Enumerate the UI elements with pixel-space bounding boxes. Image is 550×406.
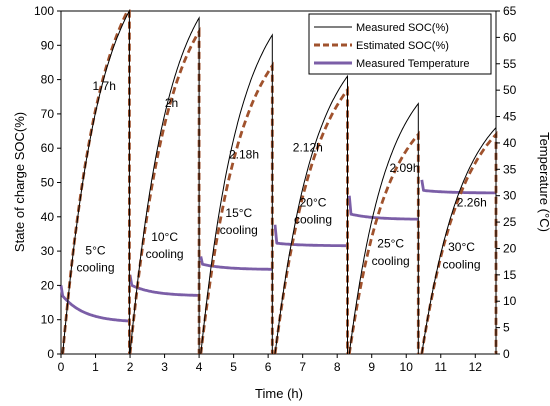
annotation-dur4: 2.12h <box>293 141 323 155</box>
y2-tick-label: 20 <box>503 241 517 255</box>
annotation-c5b: cooling <box>372 254 410 268</box>
annotation-c3a: 15°C <box>225 206 252 220</box>
y2-tick-label: 0 <box>503 347 510 361</box>
measured-soc-segment-1 <box>62 9 130 355</box>
x-tick-label: 6 <box>265 360 272 374</box>
y-tick-label: 70 <box>41 107 55 121</box>
annotation-c3b: cooling <box>220 223 258 237</box>
y2-tick-label: 40 <box>503 136 517 150</box>
annotation-dur5: 2.09h <box>389 161 419 175</box>
temperature-segment-4 <box>273 224 348 248</box>
x-tick-label: 4 <box>196 360 203 374</box>
measured-soc-segment-2 <box>129 16 200 355</box>
y-tick-label: 40 <box>41 210 55 224</box>
y2-tick-label: 30 <box>503 189 517 203</box>
x-tick-label: 0 <box>58 360 65 374</box>
y-tick-label: 100 <box>34 4 54 18</box>
legend-label-estimated-soc: Estimated SOC(%) <box>356 40 449 52</box>
y2-tick-label: 10 <box>503 294 517 308</box>
x-tick-label: 8 <box>334 360 341 374</box>
annotation-c1b: cooling <box>76 261 114 275</box>
annotation-c5a: 25°C <box>377 237 404 251</box>
y2-tick-label: 45 <box>503 110 517 124</box>
y2-tick-label: 60 <box>503 30 517 44</box>
measured-soc-segment-3 <box>200 33 273 355</box>
legend-label-measured-soc: Measured SOC(%) <box>356 22 449 34</box>
y2-tick-label: 65 <box>503 4 517 18</box>
y-tick-label: 10 <box>41 313 55 327</box>
annotation-c2b: cooling <box>146 247 184 261</box>
annotation-c6a: 30°C <box>448 240 475 254</box>
y-tick-label: 30 <box>41 244 55 258</box>
y-tick-label: 20 <box>41 278 55 292</box>
y-tick-label: 80 <box>41 73 55 87</box>
x-tick-label: 11 <box>435 360 448 374</box>
temperature-segment-5 <box>347 195 419 221</box>
x-tick-label: 3 <box>161 360 168 374</box>
annotation-c1a: 5°C <box>85 244 105 258</box>
y2-tick-label: 25 <box>503 215 517 229</box>
y2-tick-label: 15 <box>503 268 517 282</box>
temperature-segment-1 <box>59 285 130 323</box>
annotation-c4a: 20°C <box>300 196 327 210</box>
x-axis-label: Time (h) <box>255 386 303 401</box>
estimated-soc-segment-3 <box>199 61 274 355</box>
annotation-c6b: cooling <box>442 257 480 271</box>
x-tick-label: 7 <box>299 360 306 374</box>
annotation-dur2: 2h <box>165 96 178 110</box>
x-tick-label: 10 <box>400 360 414 374</box>
y-tick-label: 0 <box>47 347 54 361</box>
series-layer <box>59 9 498 355</box>
y2-axis-label: Temperature (°C) <box>537 132 550 232</box>
x-tick-label: 2 <box>127 360 134 374</box>
temperature-segment-2 <box>128 274 200 297</box>
estimated-soc-segment-1 <box>61 9 131 355</box>
y2-tick-label: 5 <box>503 321 510 335</box>
y-tick-label: 50 <box>41 176 55 190</box>
annotation-dur3: 2.18h <box>229 148 259 162</box>
measured-soc-segment-5 <box>348 102 419 355</box>
y2-tick-label: 35 <box>503 162 517 176</box>
legend: Measured SOC(%) Estimated SOC(%) Measure… <box>308 13 492 75</box>
legend-label-temperature: Measured Temperature <box>356 58 470 70</box>
measured-soc-segment-6 <box>421 126 497 355</box>
temperature-segment-6 <box>420 179 497 195</box>
y-tick-label: 60 <box>41 141 55 155</box>
x-tick-label: 1 <box>92 360 99 374</box>
y-axis-label: State of charge SOC(%) <box>12 112 27 252</box>
estimated-soc-segment-2 <box>128 26 201 355</box>
annotation-c2a: 10°C <box>151 230 178 244</box>
x-tick-label: 9 <box>368 360 375 374</box>
y2-tick-label: 50 <box>503 83 517 97</box>
x-tick-label: 5 <box>230 360 237 374</box>
annotation-dur1: 1.7h <box>93 79 116 93</box>
estimated-soc-segment-5 <box>347 130 420 355</box>
annotation-c4b: cooling <box>294 213 332 227</box>
y2-tick-label: 55 <box>503 57 517 71</box>
ticks-layer: 0 1 2 3 4 5 6 7 8 9 10 11 12010203040506070809010005… <box>34 4 517 374</box>
x-tick-label: 12 <box>469 360 483 374</box>
annotation-layer: 1.7h 2h 2.18h 2.12h 2.09h 2.26h 5°C cooling 10°C… <box>76 79 486 275</box>
estimated-soc-segment-4 <box>273 85 349 355</box>
measured-soc-segment-4 <box>274 74 348 355</box>
y-tick-label: 90 <box>41 38 55 52</box>
annotation-dur6: 2.26h <box>457 196 487 210</box>
